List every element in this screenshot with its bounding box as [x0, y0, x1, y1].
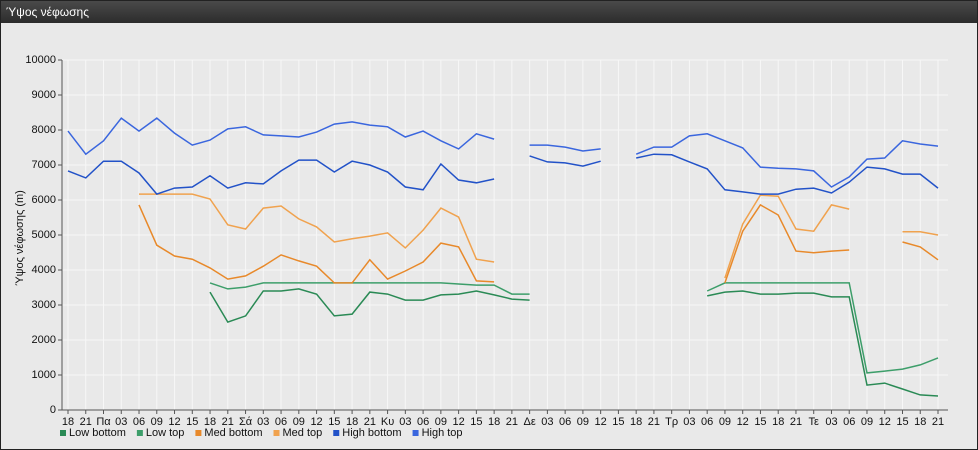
x-tick-label: 03 — [399, 416, 411, 428]
legend-label: High top — [422, 427, 463, 439]
legend-swatch — [195, 430, 202, 436]
x-tick-label: Τρ — [665, 416, 678, 428]
x-tick-label: Δε — [523, 416, 535, 428]
x-tick-label: 18 — [630, 416, 642, 428]
y-tick-label: 2000 — [32, 334, 56, 346]
x-tick-label: 06 — [133, 416, 145, 428]
x-tick-label: 15 — [470, 416, 482, 428]
y-tick-label: 6000 — [32, 194, 56, 206]
x-tick-label: 06 — [559, 416, 571, 428]
line-series — [67, 117, 939, 188]
x-tick-label: 18 — [62, 416, 74, 428]
y-tick-label: 10000 — [25, 54, 56, 66]
legend-label: Med top — [283, 427, 323, 439]
x-tick-label: 15 — [186, 416, 198, 428]
x-tick-label: 18 — [204, 416, 216, 428]
x-tick-label: 09 — [435, 416, 447, 428]
x-tick-label: 21 — [790, 416, 802, 428]
x-tick-label: 18 — [346, 416, 358, 428]
x-tick-label: 21 — [506, 416, 518, 428]
x-tick-label: 06 — [843, 416, 855, 428]
x-tick-label: 09 — [293, 416, 305, 428]
x-tick-label: 21 — [222, 416, 234, 428]
x-tick-label: 06 — [417, 416, 429, 428]
legend-label: Med bottom — [204, 427, 262, 439]
x-tick-label: 12 — [737, 416, 749, 428]
legend-swatch — [60, 430, 66, 436]
title-bar: Ύψος νέφωσης — [1, 1, 977, 23]
legend-label: Low bottom — [69, 427, 126, 439]
legend-swatch — [136, 430, 143, 436]
chart: Ύψος νέφωσης (m) 0 1000 2000 3000 4000 5000 60… — [14, 54, 948, 439]
x-tick-label: 12 — [879, 416, 891, 428]
x-tick-label: 15 — [754, 416, 766, 428]
x-tick-label: Κυ — [381, 416, 394, 428]
legend-label: Low top — [146, 427, 185, 439]
x-tick-label: 03 — [257, 416, 269, 428]
x-tick-label: 15 — [328, 416, 340, 428]
x-tick-label: 03 — [825, 416, 837, 428]
y-tick-label: 1000 — [32, 369, 56, 381]
line-series — [209, 288, 939, 397]
x-tick-label: 09 — [861, 416, 873, 428]
x-tick-label: 09 — [719, 416, 731, 428]
y-tick-label: 5000 — [32, 229, 56, 241]
line-series — [138, 203, 939, 284]
x-tick-label: 03 — [683, 416, 695, 428]
x-tick-label: Πα — [96, 416, 111, 428]
x-tick-label: 12 — [168, 416, 180, 428]
x-tick-label: 21 — [80, 416, 92, 428]
y-axis-label: Ύψος νέφωσης (m) — [14, 190, 26, 286]
legend-label: High bottom — [342, 427, 401, 439]
legend-swatch — [333, 430, 340, 436]
x-tick-label: 21 — [932, 416, 944, 428]
x-tick-label: Τε — [809, 416, 820, 428]
x-tick-label: 15 — [896, 416, 908, 428]
y-tick-label: 7000 — [32, 159, 56, 171]
x-tick-label: 09 — [151, 416, 163, 428]
y-tick-label: 0 — [50, 404, 56, 416]
line-series — [67, 153, 939, 195]
window-title: Ύψος νέφωσης — [6, 5, 89, 19]
x-tick-label: 03 — [541, 416, 553, 428]
x-tick-label: 03 — [115, 416, 127, 428]
legend-swatch — [273, 430, 280, 436]
x-tick-label: 21 — [648, 416, 660, 428]
y-tick-label: 3000 — [32, 299, 56, 311]
x-tick-label: 18 — [488, 416, 500, 428]
x-tick-label: 06 — [275, 416, 287, 428]
y-tick-label: 4000 — [32, 264, 56, 276]
x-tick-label: 09 — [577, 416, 589, 428]
x-tick-label: 21 — [364, 416, 376, 428]
legend-swatch — [412, 430, 419, 436]
x-tick-label: 06 — [701, 416, 713, 428]
y-tick-label: 9000 — [32, 89, 56, 101]
line-series — [209, 282, 939, 374]
x-tick-label: 15 — [612, 416, 624, 428]
x-tick-label: Σά — [239, 416, 253, 428]
x-tick-label: 18 — [772, 416, 784, 428]
y-tick-label: 8000 — [32, 124, 56, 136]
line-series — [139, 193, 939, 279]
x-tick-label: 18 — [914, 416, 926, 428]
x-tick-label: 12 — [595, 416, 607, 428]
x-tick-label: 12 — [452, 416, 464, 428]
x-tick-label: 12 — [310, 416, 322, 428]
